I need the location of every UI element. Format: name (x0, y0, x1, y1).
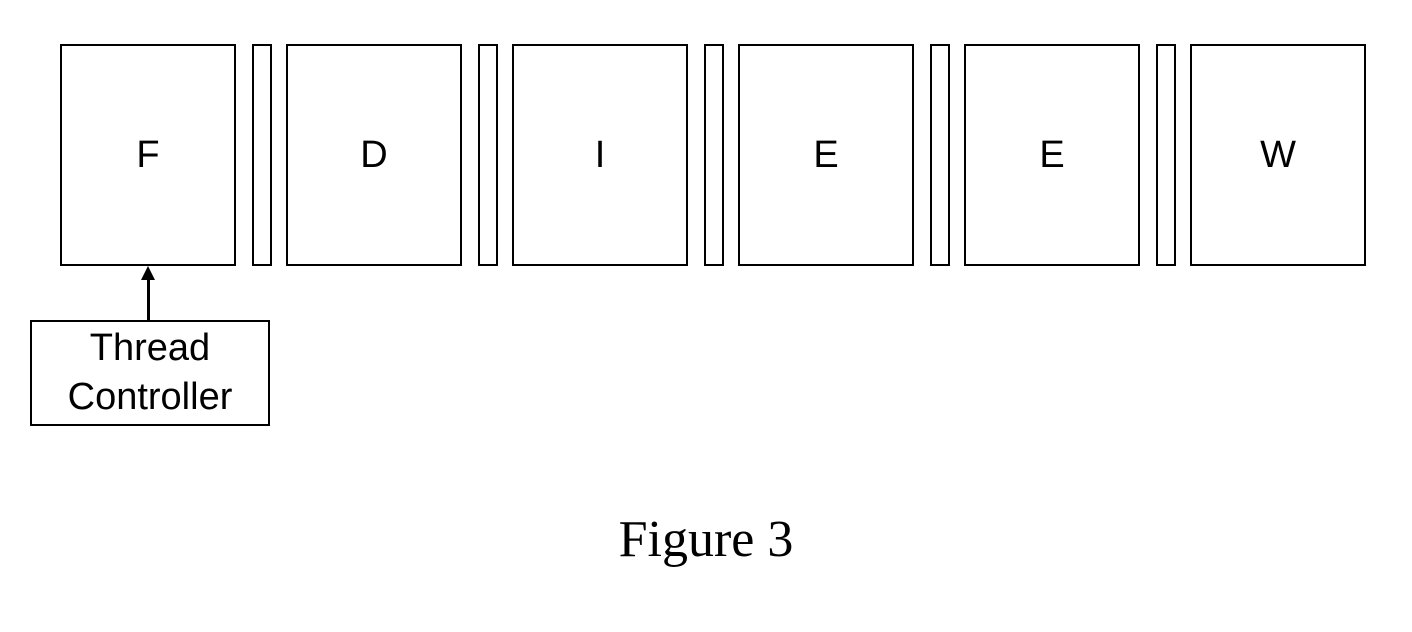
pipeline-latch (930, 44, 950, 266)
pipeline-latch (478, 44, 498, 266)
pipeline-stage: E (964, 44, 1140, 266)
pipeline-stage: I (512, 44, 688, 266)
thread-controller-box: ThreadController (30, 320, 270, 426)
stage-label: F (136, 134, 159, 177)
stage-label: D (360, 134, 387, 177)
stage-label: E (813, 134, 838, 177)
pipeline-stage: D (286, 44, 462, 266)
pipeline-stage: E (738, 44, 914, 266)
pipeline-latch (252, 44, 272, 266)
controller-label: ThreadController (68, 324, 233, 423)
stage-label: I (595, 134, 606, 177)
arrow-line (147, 278, 150, 320)
pipeline-stage: F (60, 44, 236, 266)
pipeline-latch (1156, 44, 1176, 266)
pipeline-stage: W (1190, 44, 1366, 266)
arrow-head-icon (141, 266, 155, 280)
pipeline-row: FDIEEW (60, 44, 1366, 266)
caption-text: Figure 3 (619, 511, 794, 568)
figure-caption: Figure 3 (0, 510, 1412, 569)
pipeline-latch (704, 44, 724, 266)
stage-label: E (1039, 134, 1064, 177)
stage-label: W (1260, 134, 1296, 177)
